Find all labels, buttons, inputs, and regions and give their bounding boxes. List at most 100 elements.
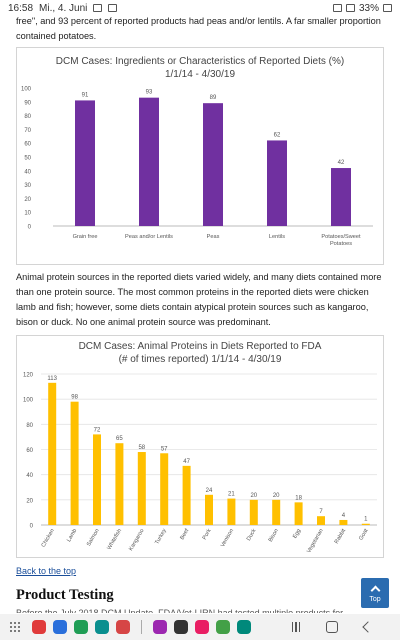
intro-paragraph: free", and 93 percent of reported produc… <box>16 16 381 41</box>
gallery-notification-icon <box>93 4 103 12</box>
protein-paragraph: Animal protein sources in the reported d… <box>16 272 382 327</box>
y-tick-label: 0 <box>28 225 32 231</box>
y-tick-label: 120 <box>23 373 34 379</box>
status-date: Mi., 4. Juni <box>39 2 88 14</box>
app-notification-icon <box>108 4 118 12</box>
bar-peas-and-or-lentils <box>139 97 159 226</box>
ingredients-chart: DCM Cases: Ingredients or Characteristic… <box>16 47 384 265</box>
chart-subtitle: 1/1/14 - 4/30/19 <box>165 69 235 80</box>
back-to-top-link[interactable]: Back to the top <box>16 566 77 576</box>
data-label: 93 <box>146 90 153 96</box>
bar-salmon <box>93 434 101 525</box>
status-bar: 16:58 Mi., 4. Juni 33% <box>0 0 400 16</box>
category-label: Lamb <box>66 528 78 543</box>
app-shortcut-icon[interactable] <box>116 620 130 634</box>
data-label: 91 <box>82 92 89 98</box>
data-label: 21 <box>228 492 235 498</box>
category-label: Grain free <box>73 234 98 240</box>
app-shortcut-icon[interactable] <box>95 620 109 634</box>
data-label: 58 <box>138 445 145 451</box>
y-tick-label: 70 <box>24 128 31 134</box>
recent-apps-icon[interactable] <box>291 622 300 632</box>
y-tick-label: 60 <box>24 142 31 148</box>
y-tick-label: 80 <box>24 114 31 120</box>
category-label: Chicken <box>41 528 56 549</box>
category-label: Potatoes <box>330 241 352 247</box>
data-label: 42 <box>338 160 345 166</box>
bar-rabbit <box>339 519 348 525</box>
bar-vegetarian <box>317 516 325 525</box>
bar-peas <box>203 103 223 226</box>
scroll-top-button[interactable]: Top <box>361 578 389 608</box>
y-tick-label: 80 <box>26 423 33 429</box>
bar-bison <box>272 499 281 525</box>
data-label: 62 <box>274 132 281 138</box>
proteins-chart: DCM Cases: Animal Proteins in Diets Repo… <box>16 335 384 558</box>
section-title: Product Testing <box>16 587 114 603</box>
mute-icon <box>332 4 342 12</box>
data-label: 57 <box>161 446 168 452</box>
y-tick-label: 50 <box>24 156 31 162</box>
app-shortcut-icon[interactable] <box>216 620 230 634</box>
data-label: 72 <box>94 427 101 433</box>
y-tick-label: 10 <box>24 211 31 217</box>
cut-paragraph: Before the July 2018 DCM Update, FDA/Vet… <box>16 609 356 613</box>
bar-turkey <box>160 453 169 525</box>
data-label: 89 <box>210 95 217 101</box>
y-tick-label: 100 <box>23 398 34 404</box>
bar-venison <box>227 498 236 525</box>
category-label: Egg <box>292 528 302 540</box>
data-label: 98 <box>71 395 78 401</box>
status-time: 16:58 <box>8 2 34 14</box>
category-label: Rabbit <box>334 528 348 545</box>
category-label: Duck <box>246 528 258 542</box>
category-label: Peas and/or Lentils <box>125 234 173 240</box>
data-label: 7 <box>319 509 323 515</box>
data-label: 65 <box>116 436 123 442</box>
home-icon[interactable] <box>326 621 338 633</box>
category-label: Peas <box>207 234 220 240</box>
app-shortcut-icon[interactable] <box>153 620 167 634</box>
bar-pork <box>205 494 213 525</box>
bar-grain-free <box>75 100 95 226</box>
bar-beef <box>182 465 191 525</box>
bar-chicken <box>48 382 57 525</box>
app-shortcut-icon[interactable] <box>195 620 209 634</box>
bar-lamb <box>70 401 79 525</box>
nav-bar <box>0 614 400 640</box>
y-tick-label: 60 <box>26 448 33 454</box>
data-label: 113 <box>47 376 57 382</box>
y-tick-label: 100 <box>21 87 32 93</box>
bar-potatoes-sweet-potatoes <box>331 168 351 226</box>
app-shortcut-icon[interactable] <box>74 620 88 634</box>
data-label: 20 <box>273 493 280 499</box>
category-label: Salmon <box>86 528 101 547</box>
app-shortcut-icon[interactable] <box>174 620 188 634</box>
chart-title: DCM Cases: Ingredients or Characteristic… <box>56 56 344 67</box>
taskbar-apps <box>32 620 251 634</box>
data-label: 24 <box>206 488 213 494</box>
bar-whitefish <box>115 443 124 525</box>
y-tick-label: 20 <box>24 197 31 203</box>
data-label: 47 <box>183 459 190 465</box>
y-tick-label: 90 <box>24 100 31 106</box>
category-label: Goat <box>358 528 369 542</box>
category-label: Venison <box>220 528 235 548</box>
battery-icon <box>383 4 392 12</box>
category-label: Bison <box>268 528 280 543</box>
bar-lentils <box>267 140 287 226</box>
back-icon[interactable] <box>362 621 374 633</box>
proteins-chart-svg: DCM Cases: Animal Proteins in Diets Repo… <box>23 341 377 554</box>
taskbar-separator <box>141 620 142 634</box>
app-shortcut-icon[interactable] <box>53 620 67 634</box>
app-shortcut-icon[interactable] <box>237 620 251 634</box>
chart-subtitle: (# of times reported) 1/1/14 - 4/30/19 <box>119 354 282 365</box>
y-tick-label: 20 <box>26 498 33 504</box>
app-shortcut-icon[interactable] <box>32 620 46 634</box>
category-label: Lentils <box>269 234 285 240</box>
app-drawer-icon[interactable] <box>10 622 20 632</box>
category-label: Vegetarian <box>306 528 325 554</box>
category-label: Whitefish <box>106 528 123 551</box>
data-label: 18 <box>295 495 302 501</box>
bar-duck <box>249 499 258 525</box>
